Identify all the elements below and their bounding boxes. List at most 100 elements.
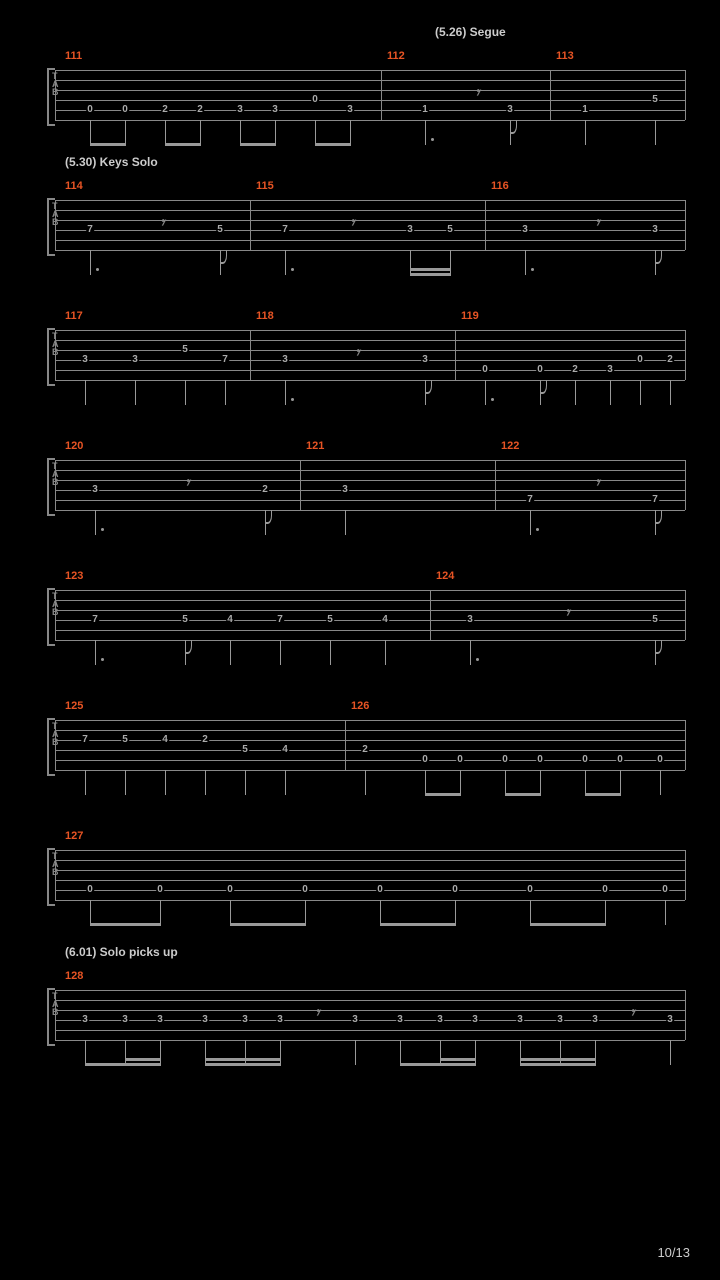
note-stem [345, 510, 346, 535]
staff-line [55, 730, 685, 731]
note-stem [440, 1040, 441, 1065]
staff-line [55, 1000, 685, 1001]
rest: 𝄾 [315, 1005, 319, 1023]
beam [165, 143, 201, 146]
tab-system: TAB12512675425420000000 [55, 700, 685, 810]
staff-line [55, 890, 685, 891]
fret-number: 0 [536, 364, 544, 375]
staff-line [55, 630, 685, 631]
fret-number: 3 [351, 1014, 359, 1025]
tab-system: TAB117118119335733002302𝄾 [55, 310, 685, 420]
staff-line [55, 740, 685, 741]
note-stem [305, 900, 306, 925]
note-stem [280, 640, 281, 665]
note-stem [95, 510, 96, 535]
barline [685, 70, 686, 120]
staff-line [55, 1040, 685, 1041]
staff-line [55, 230, 685, 231]
barline [55, 990, 56, 1040]
staff-line [55, 200, 685, 201]
barline [55, 720, 56, 770]
measure-number: 112 [387, 50, 405, 62]
staff-line [55, 720, 685, 721]
measure-number: 118 [256, 310, 274, 322]
barline [685, 590, 686, 640]
staff-line [55, 360, 685, 361]
rest: 𝄾 [630, 1005, 634, 1023]
staff-line [55, 620, 685, 621]
note-stem [575, 380, 576, 405]
staff-line [55, 510, 685, 511]
beam [230, 923, 306, 926]
fret-number: 7 [86, 224, 94, 235]
measure-number: 116 [491, 180, 509, 192]
note-stem [165, 120, 166, 145]
fret-number: 3 [81, 1014, 89, 1025]
staff-line [55, 110, 685, 111]
note-stem [245, 770, 246, 795]
note-stem [165, 770, 166, 795]
barline [685, 990, 686, 1040]
barline [685, 330, 686, 380]
beam-secondary [520, 1058, 596, 1061]
fret-number: 0 [86, 884, 94, 895]
measure-number: 121 [306, 440, 324, 452]
rest: 𝄾 [565, 605, 569, 623]
fret-number: 3 [516, 1014, 524, 1025]
staff-line [55, 120, 685, 121]
fret-number: 2 [261, 484, 269, 495]
note-stem [660, 770, 661, 795]
note-stem [245, 1040, 246, 1065]
note-stem [530, 510, 531, 535]
barline [345, 720, 346, 770]
note-flag [540, 380, 547, 394]
note-stem [285, 770, 286, 795]
fret-number: 5 [121, 734, 129, 745]
tab-system: (5.26) SegueTAB111112113002233031315𝄾 [55, 50, 685, 160]
rhythm-dot [536, 528, 539, 531]
note-stem [315, 120, 316, 145]
measure-number: 114 [65, 180, 83, 192]
measure-number: 122 [501, 440, 519, 452]
fret-number: 3 [236, 104, 244, 115]
fret-number: 3 [471, 1014, 479, 1025]
note-stem [455, 900, 456, 925]
measure-number: 117 [65, 310, 83, 322]
beam [90, 923, 161, 926]
fret-number: 3 [591, 1014, 599, 1025]
note-stem [125, 120, 126, 145]
fret-number: 3 [91, 484, 99, 495]
measure-number: 113 [556, 50, 574, 62]
staff-line [55, 490, 685, 491]
rhythm-dot [431, 138, 434, 141]
barline [55, 460, 56, 510]
staff-line [55, 220, 685, 221]
note-stem [280, 1040, 281, 1065]
staff-line [55, 870, 685, 871]
rest: 𝄾 [185, 475, 189, 493]
note-stem [655, 120, 656, 145]
fret-number: 3 [651, 224, 659, 235]
staff-line [55, 1030, 685, 1031]
beam [520, 1063, 596, 1066]
note-stem [585, 770, 586, 795]
staff-line [55, 100, 685, 101]
fret-number: 0 [226, 884, 234, 895]
rest: 𝄾 [355, 345, 359, 363]
measure-number: 111 [65, 50, 82, 62]
section-label: (5.30) Keys Solo [65, 155, 158, 169]
page-number: 10/13 [657, 1245, 690, 1260]
beam [585, 793, 621, 796]
fret-number: 0 [526, 884, 534, 895]
note-stem [560, 1040, 561, 1065]
note-stem [85, 770, 86, 795]
beam [505, 793, 541, 796]
staff-line [55, 80, 685, 81]
note-stem [670, 1040, 671, 1065]
barline [455, 330, 456, 380]
note-stem [275, 120, 276, 145]
beam [85, 1063, 161, 1066]
fret-number: 3 [666, 1014, 674, 1025]
staff-line [55, 500, 685, 501]
barline [300, 460, 301, 510]
